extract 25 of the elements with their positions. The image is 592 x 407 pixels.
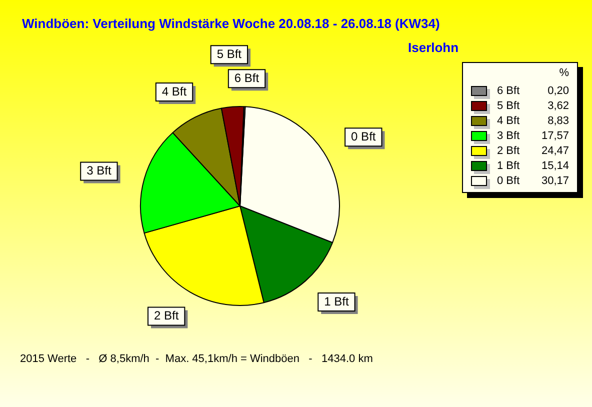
- legend-label: 4 Bft: [497, 114, 521, 126]
- data-label: 24,47: [540, 144, 569, 156]
- legend-label: 5 Bft: [497, 100, 521, 112]
- legend-label: 3 Bft: [497, 130, 521, 142]
- slice-label: 3 Bft: [86, 164, 112, 178]
- data-label: 0,20: [546, 84, 569, 96]
- slice-label: 4 Bft: [162, 84, 188, 98]
- legend-title: %: [558, 67, 569, 79]
- slice-label: 0 Bft: [351, 129, 376, 144]
- legend-label: 1 Bft: [497, 160, 521, 172]
- legend-label: 0 Bft: [497, 174, 521, 186]
- data-label: 17,57: [540, 130, 569, 142]
- data-label: 8,83: [546, 114, 569, 126]
- slice-label: 6 Bft: [234, 70, 260, 85]
- legend-label: 2 Bft: [497, 144, 521, 156]
- slice-label: 1 Bft: [324, 294, 350, 308]
- chart-title: Windböen: Verteilung Windstärke Woche 20.08.18 - 26.08.18 (KW34): [22, 16, 440, 31]
- category-label: 5 Bft: [216, 46, 242, 61]
- text: 2015 Werte - Ø 8,5km/h - Max. 45,1km/h = Windböen - 1434.0 km: [20, 353, 373, 365]
- chart-subtitle: Iserlohn: [408, 40, 459, 55]
- data-label: 15,14: [540, 160, 569, 172]
- data-label: 30,17: [540, 174, 569, 186]
- data-label: 3,62: [546, 100, 569, 112]
- legend-label: 6 Bft: [497, 84, 521, 96]
- slice-label: 2 Bft: [154, 308, 180, 323]
